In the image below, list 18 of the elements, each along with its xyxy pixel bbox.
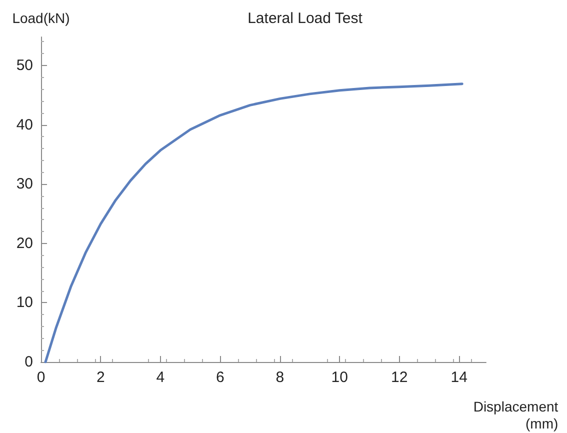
x-tick-label: 12 bbox=[391, 369, 408, 386]
x-axis-title: Displacement (mm) bbox=[473, 398, 558, 432]
x-tick-label: 8 bbox=[276, 369, 284, 386]
x-tick-label: 10 bbox=[331, 369, 348, 386]
y-tick-label: 30 bbox=[16, 176, 33, 193]
x-tick-label: 0 bbox=[36, 369, 46, 386]
chart-title: Lateral Load Test bbox=[248, 10, 364, 27]
x-tick-label: 4 bbox=[156, 369, 165, 386]
y-tick-label: 50 bbox=[16, 56, 33, 74]
y-tick-label: 20 bbox=[16, 234, 33, 252]
x-tick-label: 14 bbox=[450, 369, 468, 386]
y-axis-title: Load(kN) bbox=[12, 10, 70, 26]
y-tick-label: 10 bbox=[16, 294, 33, 312]
line-series bbox=[44, 82, 464, 364]
x-tick-label: 2 bbox=[96, 369, 105, 386]
y-tick-label: 40 bbox=[16, 116, 33, 134]
y-tick-label: 0 bbox=[24, 354, 33, 370]
x-tick-label: 6 bbox=[216, 369, 224, 386]
